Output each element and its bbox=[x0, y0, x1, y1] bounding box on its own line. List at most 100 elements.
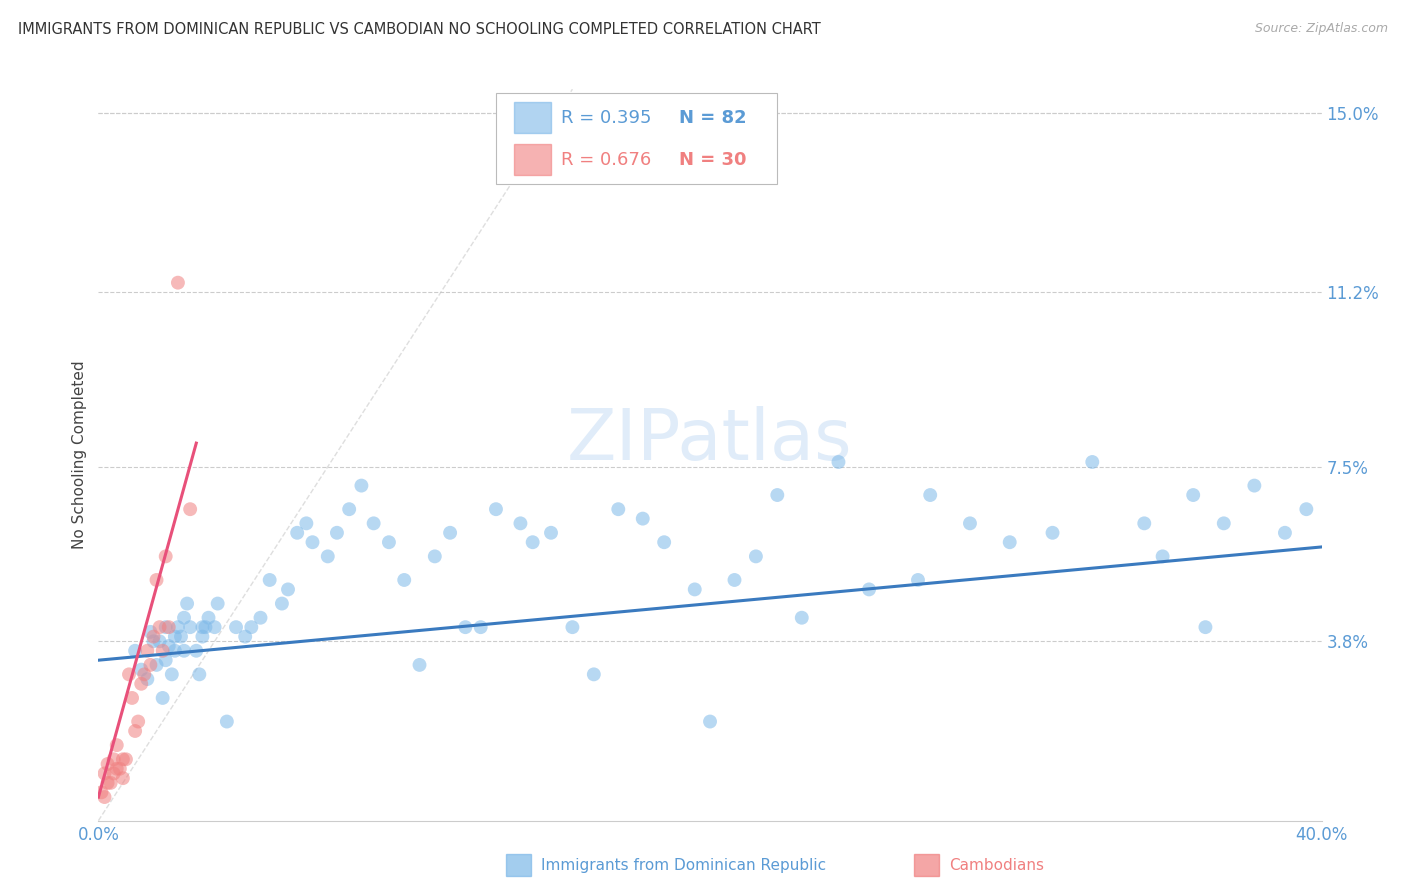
Point bbox=[582, 667, 605, 681]
FancyBboxPatch shape bbox=[515, 103, 551, 133]
Point bbox=[240, 620, 263, 634]
Point bbox=[522, 535, 544, 549]
Point bbox=[561, 620, 583, 634]
Point bbox=[540, 525, 562, 540]
Point bbox=[127, 714, 149, 729]
Point bbox=[1081, 455, 1104, 469]
Point bbox=[215, 714, 238, 729]
Point bbox=[204, 620, 226, 634]
Text: ZIPatlas: ZIPatlas bbox=[567, 406, 853, 475]
Point bbox=[285, 525, 308, 540]
Point bbox=[363, 516, 385, 531]
Point bbox=[157, 620, 180, 634]
Point bbox=[93, 766, 115, 780]
Point bbox=[959, 516, 981, 531]
Point bbox=[259, 573, 281, 587]
Point bbox=[392, 573, 416, 587]
Text: IMMIGRANTS FROM DOMINICAN REPUBLIC VS CAMBODIAN NO SCHOOLING COMPLETED CORRELATI: IMMIGRANTS FROM DOMINICAN REPUBLIC VS CA… bbox=[18, 22, 821, 37]
Point bbox=[176, 597, 198, 611]
Point bbox=[1182, 488, 1205, 502]
Point bbox=[103, 752, 125, 766]
Point bbox=[337, 502, 360, 516]
Point bbox=[139, 624, 162, 639]
Point bbox=[155, 549, 177, 564]
Point bbox=[134, 667, 156, 681]
Point bbox=[1194, 620, 1216, 634]
Point bbox=[699, 714, 721, 729]
Point bbox=[100, 776, 122, 790]
Point bbox=[1212, 516, 1234, 531]
Point bbox=[1133, 516, 1156, 531]
Point bbox=[998, 535, 1021, 549]
Point bbox=[652, 535, 675, 549]
Point bbox=[316, 549, 339, 564]
Point bbox=[827, 455, 849, 469]
Point bbox=[1042, 525, 1064, 540]
Point bbox=[485, 502, 508, 516]
Point bbox=[188, 667, 211, 681]
Text: Immigrants from Dominican Republic: Immigrants from Dominican Republic bbox=[541, 858, 827, 872]
Point bbox=[105, 762, 128, 776]
Point bbox=[155, 620, 177, 634]
Point bbox=[790, 611, 813, 625]
Point bbox=[142, 634, 165, 648]
Text: R = 0.676: R = 0.676 bbox=[561, 151, 651, 169]
Point bbox=[423, 549, 446, 564]
Point bbox=[136, 644, 159, 658]
Point bbox=[1152, 549, 1174, 564]
Point bbox=[163, 644, 186, 658]
Point bbox=[103, 766, 125, 780]
Point bbox=[439, 525, 461, 540]
Point bbox=[350, 478, 373, 492]
Point bbox=[858, 582, 880, 597]
Point bbox=[295, 516, 318, 531]
Point bbox=[155, 653, 177, 667]
Y-axis label: No Schooling Completed: No Schooling Completed bbox=[72, 360, 87, 549]
Point bbox=[766, 488, 789, 502]
Point bbox=[745, 549, 768, 564]
Point bbox=[225, 620, 247, 634]
Point bbox=[139, 657, 162, 672]
Point bbox=[233, 630, 256, 644]
Point bbox=[249, 611, 271, 625]
Point bbox=[149, 620, 172, 634]
Point bbox=[378, 535, 401, 549]
Point bbox=[191, 620, 214, 634]
Point bbox=[408, 657, 430, 672]
Point bbox=[121, 690, 143, 705]
Point bbox=[1243, 478, 1265, 492]
Point bbox=[108, 762, 131, 776]
Point bbox=[136, 672, 159, 686]
Text: Cambodians: Cambodians bbox=[949, 858, 1045, 872]
Text: R = 0.395: R = 0.395 bbox=[561, 109, 651, 127]
FancyBboxPatch shape bbox=[515, 145, 551, 175]
Point bbox=[129, 677, 152, 691]
Point bbox=[118, 667, 141, 681]
Point bbox=[145, 573, 167, 587]
Point bbox=[607, 502, 630, 516]
Point bbox=[93, 790, 115, 805]
Point bbox=[152, 690, 174, 705]
Point bbox=[167, 620, 190, 634]
Point bbox=[105, 738, 128, 752]
Point bbox=[179, 620, 201, 634]
Point bbox=[509, 516, 531, 531]
Point bbox=[129, 663, 152, 677]
Point bbox=[124, 723, 146, 738]
Point bbox=[197, 611, 219, 625]
Point bbox=[631, 511, 654, 525]
Point bbox=[90, 785, 112, 799]
Point bbox=[142, 630, 165, 644]
Point bbox=[179, 502, 201, 516]
Point bbox=[1295, 502, 1317, 516]
Point bbox=[194, 620, 217, 634]
Point bbox=[111, 771, 134, 785]
Text: N = 30: N = 30 bbox=[679, 151, 747, 169]
Point bbox=[97, 757, 120, 772]
Point bbox=[152, 644, 174, 658]
Point bbox=[207, 597, 229, 611]
Point bbox=[173, 644, 195, 658]
Point bbox=[157, 639, 180, 653]
Point bbox=[270, 597, 292, 611]
Point bbox=[163, 630, 186, 644]
